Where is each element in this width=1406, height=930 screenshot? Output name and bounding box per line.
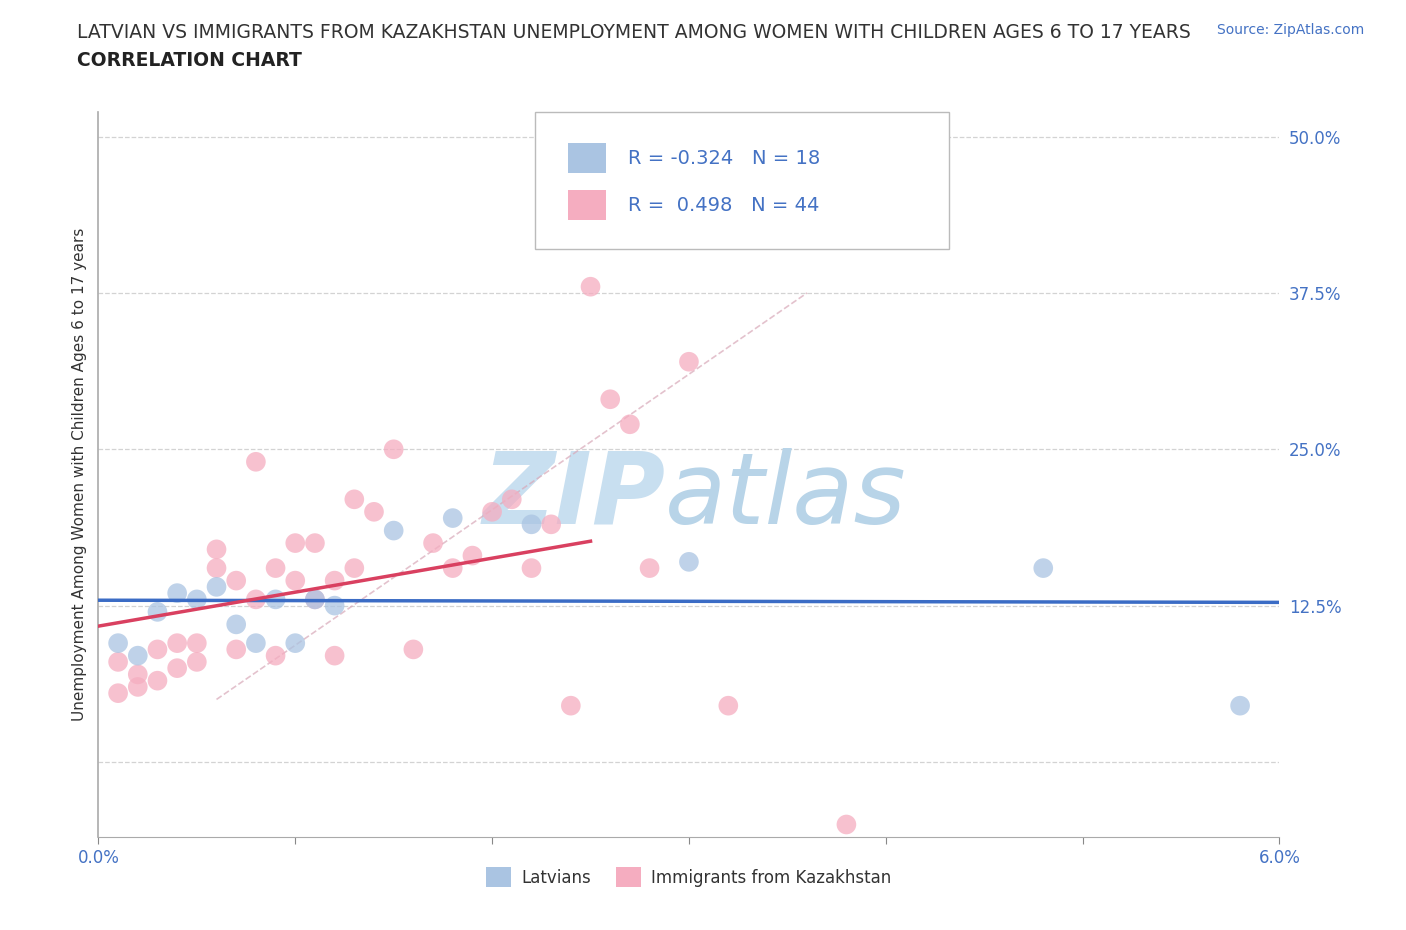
Point	[402, 642, 425, 657]
Point	[678, 354, 700, 369]
Point	[343, 492, 366, 507]
Point	[146, 673, 169, 688]
Point	[205, 542, 228, 557]
Point	[107, 636, 129, 651]
Point	[205, 579, 228, 594]
Text: Source: ZipAtlas.com: Source: ZipAtlas.com	[1216, 23, 1364, 37]
Point	[382, 524, 405, 538]
Text: atlas: atlas	[665, 447, 907, 545]
Text: CORRELATION CHART: CORRELATION CHART	[77, 51, 302, 70]
FancyBboxPatch shape	[568, 143, 606, 173]
Point	[441, 511, 464, 525]
Point	[166, 636, 188, 651]
Point	[225, 642, 247, 657]
Point	[166, 660, 188, 675]
Point	[127, 648, 149, 663]
Point	[186, 591, 208, 606]
Text: R =  0.498   N = 44: R = 0.498 N = 44	[627, 196, 818, 215]
Point	[520, 517, 543, 532]
Point	[1032, 561, 1054, 576]
Point	[619, 417, 641, 432]
Point	[225, 573, 247, 588]
Point	[382, 442, 405, 457]
Point	[579, 279, 602, 294]
Point	[717, 698, 740, 713]
Point	[461, 548, 484, 563]
Point	[127, 667, 149, 682]
Point	[422, 536, 444, 551]
Legend: Latvians, Immigrants from Kazakhstan: Latvians, Immigrants from Kazakhstan	[479, 860, 898, 894]
Point	[678, 554, 700, 569]
Point	[205, 561, 228, 576]
Point	[599, 392, 621, 406]
Point	[166, 586, 188, 601]
Point	[107, 655, 129, 670]
Point	[146, 642, 169, 657]
Point	[481, 504, 503, 519]
Point	[284, 573, 307, 588]
Point	[264, 561, 287, 576]
FancyBboxPatch shape	[568, 191, 606, 220]
Point	[304, 591, 326, 606]
Point	[323, 598, 346, 613]
Point	[304, 536, 326, 551]
Point	[245, 455, 267, 470]
Point	[284, 536, 307, 551]
Point	[264, 591, 287, 606]
Point	[284, 636, 307, 651]
Point	[560, 698, 582, 713]
Point	[245, 636, 267, 651]
Point	[540, 517, 562, 532]
Point	[264, 648, 287, 663]
Point	[146, 604, 169, 619]
Point	[225, 617, 247, 631]
Point	[363, 504, 385, 519]
Point	[1229, 698, 1251, 713]
Point	[323, 573, 346, 588]
Point	[343, 561, 366, 576]
Text: R = -0.324   N = 18: R = -0.324 N = 18	[627, 149, 820, 167]
Point	[441, 561, 464, 576]
Point	[107, 685, 129, 700]
Text: ZIP: ZIP	[482, 447, 665, 545]
FancyBboxPatch shape	[536, 112, 949, 249]
Point	[638, 561, 661, 576]
Text: LATVIAN VS IMMIGRANTS FROM KAZAKHSTAN UNEMPLOYMENT AMONG WOMEN WITH CHILDREN AGE: LATVIAN VS IMMIGRANTS FROM KAZAKHSTAN UN…	[77, 23, 1191, 42]
Y-axis label: Unemployment Among Women with Children Ages 6 to 17 years: Unemployment Among Women with Children A…	[72, 228, 87, 721]
Point	[323, 648, 346, 663]
Point	[186, 655, 208, 670]
Point	[501, 492, 523, 507]
Point	[835, 817, 858, 832]
Point	[520, 561, 543, 576]
Point	[304, 591, 326, 606]
Point	[186, 636, 208, 651]
Point	[245, 591, 267, 606]
Point	[127, 680, 149, 695]
